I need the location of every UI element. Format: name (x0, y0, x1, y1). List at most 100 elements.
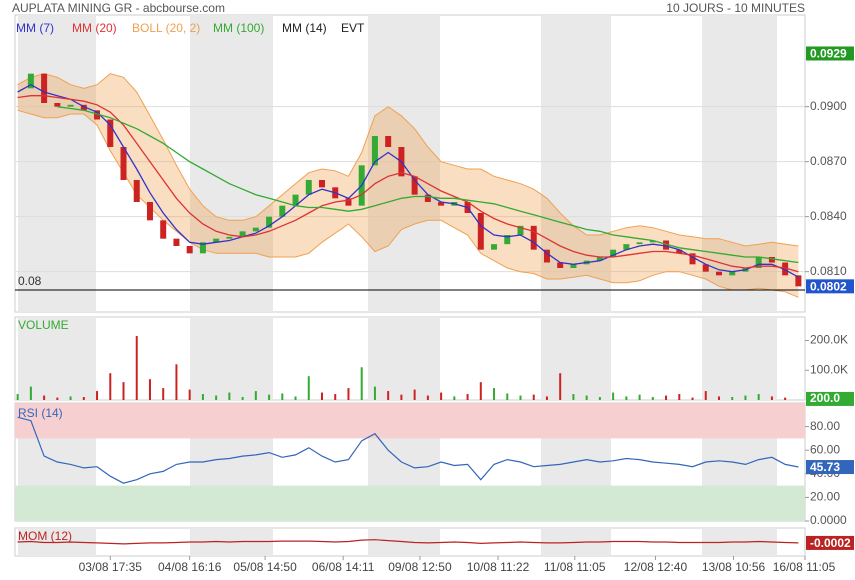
x-tick-label: 04/08 16:16 (158, 560, 222, 574)
candle (80, 104, 87, 111)
volume-bar (29, 386, 32, 400)
volume-bar (770, 396, 773, 400)
volume-bar (426, 395, 429, 400)
volume-bar (704, 391, 707, 400)
candle (795, 275, 802, 287)
volume-bar (757, 394, 760, 400)
volume-bar (347, 388, 350, 400)
volume-bar (281, 393, 284, 400)
panel-title: RSI (14) (18, 406, 63, 420)
panel-title: VOLUME (18, 318, 69, 332)
candle (186, 246, 193, 254)
candle (438, 202, 445, 206)
x-tick-label: 03/08 17:35 (79, 560, 143, 574)
volume-bar (162, 388, 165, 400)
candle (385, 136, 392, 147)
volume-bar (109, 373, 112, 400)
volume-bar (479, 382, 482, 400)
zone (15, 485, 805, 521)
volume-bar (96, 391, 99, 400)
candle (305, 180, 312, 195)
x-tick-label: 11/08 11:05 (544, 560, 606, 574)
volume-bar (215, 395, 218, 400)
candle (649, 240, 656, 243)
volume-bar (612, 392, 615, 400)
chart-subtitle: 10 JOURS - 10 MINUTES (666, 1, 805, 15)
candle (689, 253, 696, 265)
day-shade (18, 317, 96, 400)
volume-bar (56, 397, 59, 400)
x-tick-label: 12/08 12:40 (624, 560, 688, 574)
candle (530, 225, 537, 250)
candle (41, 73, 48, 103)
indicator-line (17, 416, 799, 484)
volume-bar (43, 395, 46, 400)
candle (279, 205, 286, 217)
volume-bar (678, 394, 681, 400)
candle (411, 176, 418, 195)
volume-bar (254, 391, 257, 400)
legend-entry: MM (20) (72, 21, 117, 35)
bollinger-upper (17, 73, 799, 247)
last-value-label-box (806, 460, 854, 475)
last-value-label: 45.73 (810, 460, 840, 474)
y-tick-label: 0.0810 (810, 264, 847, 278)
volume-bar (373, 386, 376, 400)
volume-bar (175, 364, 178, 400)
day-shade (541, 15, 611, 312)
ma-line (17, 95, 799, 273)
volume-bar (453, 396, 456, 400)
candle (292, 194, 299, 206)
chart-title: AUPLATA MINING GR - abcbourse.com (12, 1, 225, 15)
candle (610, 249, 617, 257)
volume-bar (148, 379, 151, 400)
volume-bar (321, 392, 324, 400)
legend-entry: MM (7) (16, 21, 54, 35)
candle (371, 136, 378, 166)
indicator-line (17, 539, 799, 545)
legend-entry: MM (14) (282, 21, 327, 35)
zone (15, 403, 805, 439)
candle (266, 216, 273, 228)
legend-entry: MM (100) (213, 21, 264, 35)
volume-bar (598, 397, 601, 400)
y-tick-label: 0.0900 (810, 99, 847, 113)
volume-bar (387, 391, 390, 400)
volume-bar (651, 397, 654, 400)
candle (345, 198, 352, 206)
y-tick-label: 100.0K (810, 362, 848, 376)
y-tick-label: 80.00 (810, 419, 840, 433)
volume-bar (625, 396, 628, 400)
day-shade (368, 317, 440, 400)
volume-bar (440, 392, 443, 400)
volume-bar (506, 393, 509, 400)
legend-entry: BOLL (20, 2) (132, 21, 200, 35)
candle (570, 264, 577, 268)
candle (239, 231, 246, 237)
volume-bar (135, 336, 138, 400)
x-tick-label: 10/08 11:22 (467, 560, 530, 574)
volume-bar (294, 396, 297, 400)
x-tick-label: 13/08 10:56 (702, 560, 766, 574)
candle (715, 271, 722, 276)
candle (543, 249, 550, 263)
volume-bar (82, 397, 85, 400)
candle (424, 194, 431, 202)
volume-bar (360, 367, 363, 400)
candle (199, 242, 206, 254)
volume-bar (228, 392, 231, 400)
candle (146, 202, 153, 221)
x-tick-label: 16/08 11:05 (773, 560, 836, 574)
volume-bar (334, 394, 337, 400)
last-label: 0.0802 (810, 280, 847, 294)
candle (94, 110, 101, 120)
x-tick-label: 06/08 14:11 (312, 560, 375, 574)
volume-bar (717, 396, 720, 400)
volume-bar (572, 394, 575, 400)
candle (504, 235, 511, 245)
panel-title: MOM (12) (18, 529, 72, 543)
reference-label: 0.08 (18, 274, 42, 288)
panel (14, 316, 806, 401)
